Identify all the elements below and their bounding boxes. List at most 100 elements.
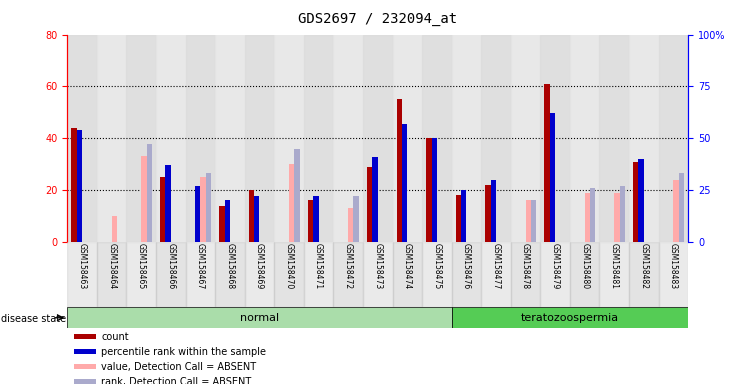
Bar bbox=[245, 35, 275, 242]
Text: rank, Detection Call = ABSENT: rank, Detection Call = ABSENT bbox=[102, 377, 252, 384]
Text: disease state: disease state bbox=[1, 314, 67, 324]
Bar bbox=[526, 200, 531, 242]
Text: GSM158478: GSM158478 bbox=[521, 243, 530, 290]
Text: GSM158480: GSM158480 bbox=[580, 243, 589, 290]
Bar bbox=[452, 242, 481, 307]
Text: GSM158466: GSM158466 bbox=[166, 243, 175, 290]
Bar bbox=[393, 35, 422, 242]
Text: GSM158475: GSM158475 bbox=[432, 243, 441, 290]
Bar bbox=[97, 35, 126, 242]
Bar bbox=[363, 35, 393, 242]
Bar bbox=[550, 113, 555, 242]
Bar bbox=[393, 242, 422, 307]
Bar bbox=[432, 138, 437, 242]
Bar bbox=[289, 164, 295, 242]
Bar bbox=[97, 242, 126, 307]
Bar bbox=[67, 35, 97, 242]
Bar bbox=[658, 35, 688, 242]
Bar bbox=[658, 242, 688, 307]
Bar bbox=[147, 144, 152, 242]
Bar bbox=[304, 242, 334, 307]
Bar bbox=[673, 180, 678, 242]
Bar bbox=[678, 174, 684, 242]
Bar bbox=[461, 190, 467, 242]
Bar bbox=[77, 130, 82, 242]
Bar bbox=[224, 200, 230, 242]
Bar bbox=[452, 35, 481, 242]
Bar bbox=[275, 35, 304, 242]
Bar bbox=[195, 186, 200, 242]
Bar bbox=[275, 242, 304, 307]
Bar bbox=[599, 35, 629, 242]
Bar bbox=[206, 174, 211, 242]
Bar bbox=[165, 165, 171, 242]
Bar bbox=[73, 379, 96, 384]
Bar bbox=[215, 242, 245, 307]
Bar bbox=[590, 188, 595, 242]
Text: GSM158476: GSM158476 bbox=[462, 243, 471, 290]
Text: GSM158469: GSM158469 bbox=[255, 243, 264, 290]
Text: GSM158474: GSM158474 bbox=[403, 243, 412, 290]
Bar bbox=[111, 216, 117, 242]
Bar bbox=[67, 307, 452, 328]
Bar bbox=[126, 242, 156, 307]
Bar bbox=[570, 35, 599, 242]
Text: count: count bbox=[102, 332, 129, 342]
Bar bbox=[426, 138, 432, 242]
Bar bbox=[545, 84, 550, 242]
Text: GSM158473: GSM158473 bbox=[373, 243, 382, 290]
Bar bbox=[456, 195, 461, 242]
Bar bbox=[481, 242, 511, 307]
Bar bbox=[295, 149, 300, 242]
Bar bbox=[629, 35, 658, 242]
Bar bbox=[245, 242, 275, 307]
Bar bbox=[363, 242, 393, 307]
Bar bbox=[531, 200, 536, 242]
Bar bbox=[141, 156, 147, 242]
Bar bbox=[402, 124, 408, 242]
Bar bbox=[73, 364, 96, 369]
Bar bbox=[308, 200, 313, 242]
Bar bbox=[348, 208, 354, 242]
Text: GSM158483: GSM158483 bbox=[669, 243, 678, 290]
Text: percentile rank within the sample: percentile rank within the sample bbox=[102, 347, 266, 357]
Bar bbox=[367, 167, 373, 242]
Text: GSM158482: GSM158482 bbox=[640, 243, 649, 289]
Bar bbox=[73, 349, 96, 354]
Bar bbox=[511, 242, 540, 307]
Text: GSM158472: GSM158472 bbox=[343, 243, 352, 290]
Bar bbox=[160, 177, 165, 242]
Bar bbox=[633, 162, 639, 242]
Bar bbox=[219, 206, 224, 242]
Bar bbox=[619, 186, 625, 242]
Text: teratozoospermia: teratozoospermia bbox=[521, 313, 619, 323]
Bar bbox=[373, 157, 378, 242]
Bar bbox=[156, 242, 186, 307]
Text: GSM158479: GSM158479 bbox=[551, 243, 560, 290]
Text: GSM158463: GSM158463 bbox=[78, 243, 87, 290]
Bar bbox=[304, 35, 334, 242]
Text: GSM158481: GSM158481 bbox=[610, 243, 619, 289]
Bar bbox=[452, 307, 688, 328]
Text: GDS2697 / 232094_at: GDS2697 / 232094_at bbox=[298, 12, 457, 26]
Text: GSM158467: GSM158467 bbox=[196, 243, 205, 290]
Bar bbox=[156, 35, 186, 242]
Bar bbox=[67, 242, 97, 307]
Bar bbox=[249, 190, 254, 242]
Text: value, Detection Call = ABSENT: value, Detection Call = ABSENT bbox=[102, 362, 257, 372]
Bar bbox=[72, 128, 77, 242]
Bar bbox=[629, 242, 658, 307]
Bar bbox=[511, 35, 540, 242]
Bar bbox=[73, 334, 96, 339]
Text: GSM158471: GSM158471 bbox=[314, 243, 323, 290]
Text: GSM158465: GSM158465 bbox=[137, 243, 146, 290]
Bar bbox=[540, 242, 570, 307]
Bar bbox=[313, 196, 319, 242]
Bar bbox=[614, 193, 619, 242]
Bar bbox=[639, 159, 644, 242]
Bar bbox=[422, 242, 452, 307]
Bar bbox=[570, 242, 599, 307]
Bar bbox=[422, 35, 452, 242]
Bar bbox=[186, 35, 215, 242]
Bar bbox=[200, 177, 206, 242]
